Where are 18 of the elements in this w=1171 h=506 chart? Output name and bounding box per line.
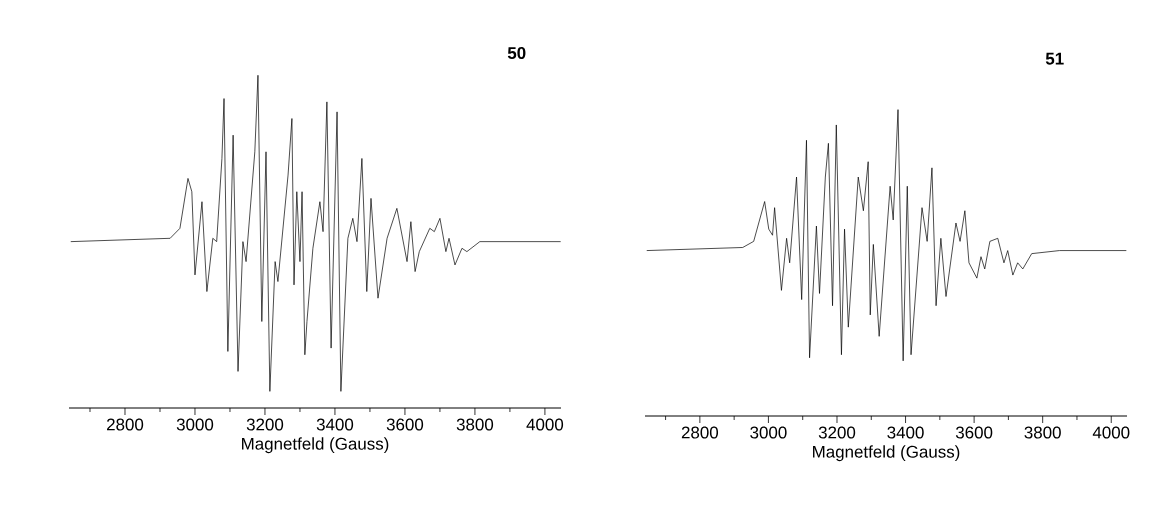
- chart-title: 51: [1045, 52, 1064, 65]
- x-tick-label: 4000: [526, 418, 564, 431]
- x-tick-label: 3000: [750, 426, 787, 439]
- x-tick-label: 3600: [955, 426, 993, 439]
- x-tick-label: 3200: [818, 426, 856, 439]
- x-tick-label: 3600: [386, 418, 424, 431]
- x-tick-label: 3400: [316, 418, 354, 431]
- x-tick-label: 3800: [1024, 426, 1061, 439]
- x-tick-label: 3800: [456, 418, 494, 431]
- x-tick-label: 3000: [176, 418, 214, 431]
- x-tick-label: 4000: [1092, 426, 1130, 439]
- x-axis-title: Magnetfeld (Gauss): [242, 437, 389, 454]
- x-axis-title: Magnetfeld (Gauss): [813, 445, 960, 462]
- x-tick-label: 2800: [107, 418, 144, 431]
- x-tick-label: 3400: [887, 426, 924, 439]
- x-tick-label: 2800: [681, 426, 719, 439]
- chart-title: 50: [507, 46, 526, 59]
- x-tick-label: 3200: [246, 418, 284, 431]
